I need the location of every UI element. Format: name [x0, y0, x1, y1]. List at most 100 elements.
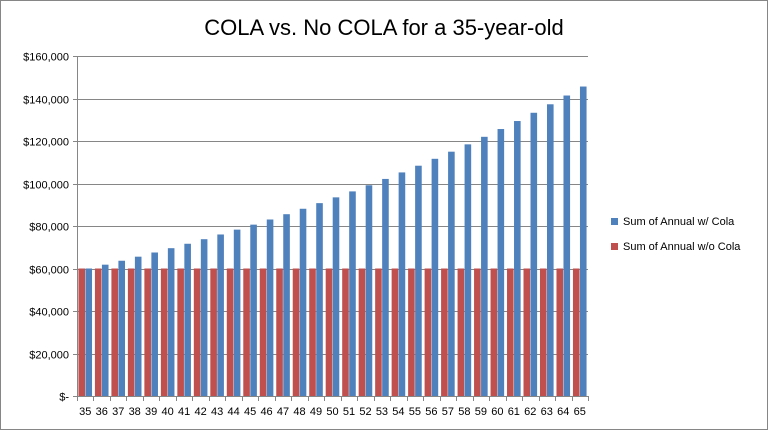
x-tick-label: 60	[491, 406, 503, 418]
legend-swatch	[611, 218, 618, 225]
bar-without-cola	[243, 268, 250, 396]
bar-without-cola	[375, 268, 382, 396]
chart-title: COLA vs. No COLA for a 35-year-old	[204, 15, 564, 40]
bar-with-cola	[151, 252, 158, 396]
x-tick-label: 53	[376, 406, 388, 418]
bar-with-cola	[464, 144, 472, 396]
bar-with-cola	[349, 191, 356, 396]
bar-with-cola	[217, 234, 224, 396]
x-tick-label: 47	[277, 406, 289, 418]
bar-with-cola	[497, 129, 505, 396]
bars	[78, 86, 587, 397]
x-tick-label: 46	[260, 406, 272, 418]
bar-with-cola	[134, 256, 142, 396]
bar-with-cola	[200, 239, 208, 396]
bar-without-cola	[408, 268, 415, 396]
bar-with-cola	[101, 264, 109, 396]
bar-with-cola	[332, 197, 340, 396]
bar-with-cola	[398, 172, 406, 396]
bar-without-cola	[490, 268, 498, 396]
x-tick-label: 62	[524, 406, 536, 418]
x-tick-label: 40	[162, 406, 174, 418]
bar-without-cola	[391, 268, 399, 396]
legend-label: Sum of Annual w/o Cola	[623, 241, 741, 253]
x-tick-label: 36	[96, 406, 108, 418]
x-tick-label: 35	[79, 406, 91, 418]
bar-without-cola	[177, 268, 184, 396]
legend: Sum of Annual w/ Cola Sum of Annual w/o C…	[611, 216, 741, 253]
bar-without-cola	[292, 268, 300, 396]
bar-with-cola	[431, 158, 439, 396]
x-tick-label: 48	[293, 406, 305, 418]
bar-with-cola	[481, 136, 488, 396]
y-tick-label: $-	[59, 392, 69, 404]
bar-without-cola	[259, 268, 267, 396]
bar-without-cola	[144, 268, 151, 396]
x-tick-label: 44	[227, 406, 239, 418]
y-tick-label: $100,000	[23, 180, 69, 192]
bar-with-cola	[530, 112, 538, 396]
bar-without-cola	[457, 268, 465, 396]
bar-with-cola	[316, 203, 323, 396]
x-tick-label: 45	[244, 406, 256, 418]
x-tick-label: 51	[343, 406, 355, 418]
y-tick-label: $20,000	[29, 350, 69, 362]
bar-without-cola	[127, 268, 135, 396]
bar-without-cola	[474, 268, 481, 396]
bar-with-cola	[514, 121, 521, 397]
x-tick-label: 58	[458, 406, 470, 418]
x-tick-label: 54	[392, 406, 404, 418]
bar-with-cola	[299, 208, 307, 396]
legend-label: Sum of Annual w/ Cola	[623, 216, 735, 228]
y-tick-label: $160,000	[23, 52, 69, 64]
bar-without-cola	[111, 268, 119, 396]
bar-with-cola	[250, 224, 257, 396]
x-tick-label: 39	[145, 406, 157, 418]
bar-with-cola	[184, 243, 191, 396]
bar-without-cola	[210, 268, 217, 396]
bar-without-cola	[507, 268, 514, 396]
bar-with-cola	[365, 185, 373, 396]
bar-with-cola	[563, 95, 571, 397]
x-tick-label: 55	[409, 406, 421, 418]
y-tick-label: $120,000	[23, 137, 69, 149]
bar-without-cola	[193, 268, 201, 396]
bar-with-cola	[85, 268, 93, 396]
bar-without-cola	[539, 268, 547, 396]
bar-without-cola	[441, 268, 448, 396]
y-tick-label: $40,000	[29, 307, 69, 319]
bar-with-cola	[415, 165, 422, 396]
legend-swatch	[611, 243, 618, 250]
bar-without-cola	[160, 268, 168, 396]
x-tick-label: 61	[508, 406, 520, 418]
bar-without-cola	[325, 268, 333, 396]
x-tick-label: 49	[310, 406, 322, 418]
bar-without-cola	[572, 268, 580, 396]
bar-without-cola	[556, 268, 564, 396]
bar-without-cola	[523, 268, 531, 396]
x-tick-label: 64	[557, 406, 569, 418]
y-tick-label: $140,000	[23, 95, 69, 107]
x-tick-label: 56	[425, 406, 437, 418]
x-tick-label: 38	[129, 406, 141, 418]
bar-without-cola	[78, 268, 86, 396]
bar-with-cola	[283, 214, 290, 396]
x-tick-label: 41	[178, 406, 190, 418]
x-tick-label: 65	[574, 406, 586, 418]
y-tick-label: $80,000	[29, 222, 69, 234]
x-tick-label: 52	[359, 406, 371, 418]
bar-without-cola	[276, 268, 283, 396]
bar-with-cola	[382, 178, 389, 396]
axes: $- $20,000 $40,000 $60,000 $80,000 $100,000 $1…	[23, 52, 589, 418]
x-tick-label: 37	[112, 406, 124, 418]
bar-without-cola	[94, 268, 102, 396]
bar-with-cola	[167, 248, 175, 396]
x-tick-label: 59	[475, 406, 487, 418]
bar-with-cola	[266, 219, 274, 396]
bar-without-cola	[309, 268, 316, 396]
x-tick-label: 63	[541, 406, 553, 418]
x-tick-label: 42	[195, 406, 207, 418]
bar-without-cola	[358, 268, 366, 396]
bar-with-cola	[546, 104, 554, 396]
bar-without-cola	[424, 268, 432, 396]
